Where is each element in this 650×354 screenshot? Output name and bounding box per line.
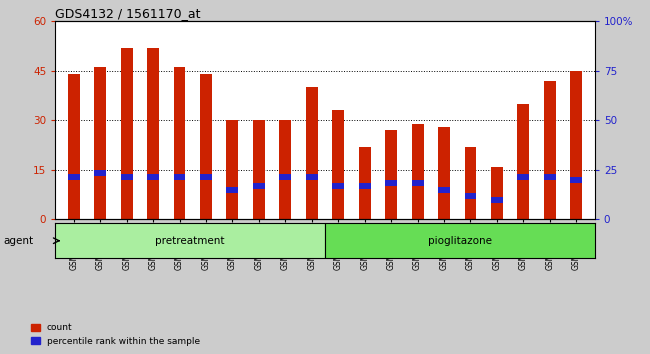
Bar [544, 173, 556, 179]
Bar [491, 167, 503, 219]
Bar [55, 223, 325, 258]
Bar [253, 120, 265, 219]
Bar [200, 74, 212, 219]
Bar [280, 120, 291, 219]
Bar [200, 173, 212, 179]
Bar [174, 68, 185, 219]
Text: pioglitazone: pioglitazone [428, 236, 492, 246]
Bar [332, 110, 344, 219]
Bar [94, 68, 106, 219]
Bar [465, 147, 476, 219]
Bar [385, 180, 397, 186]
Bar [491, 197, 503, 202]
Bar [359, 183, 370, 189]
Bar [174, 173, 185, 179]
Bar [570, 177, 582, 183]
Bar [280, 173, 291, 179]
Bar [226, 187, 239, 193]
Bar [306, 173, 318, 179]
Bar [570, 71, 582, 219]
Legend: count, percentile rank within the sample: count, percentile rank within the sample [31, 324, 200, 346]
Bar [226, 120, 239, 219]
Bar [385, 130, 397, 219]
Text: pretreatment: pretreatment [155, 236, 225, 246]
Bar [359, 147, 370, 219]
Bar [306, 87, 318, 219]
Bar [465, 193, 476, 199]
Bar [325, 223, 595, 258]
Bar [121, 173, 133, 179]
Bar [544, 81, 556, 219]
Bar [438, 187, 450, 193]
Bar [147, 48, 159, 219]
Text: agent: agent [3, 236, 33, 246]
Bar [438, 127, 450, 219]
Text: GDS4132 / 1561170_at: GDS4132 / 1561170_at [55, 7, 201, 20]
Bar [253, 183, 265, 189]
Bar [147, 173, 159, 179]
Bar [411, 180, 424, 186]
Bar [68, 173, 80, 179]
Bar [94, 170, 106, 176]
Bar [121, 48, 133, 219]
Bar [411, 124, 424, 219]
Bar [332, 183, 344, 189]
Bar [517, 104, 529, 219]
Bar [517, 173, 529, 179]
Bar [68, 74, 80, 219]
